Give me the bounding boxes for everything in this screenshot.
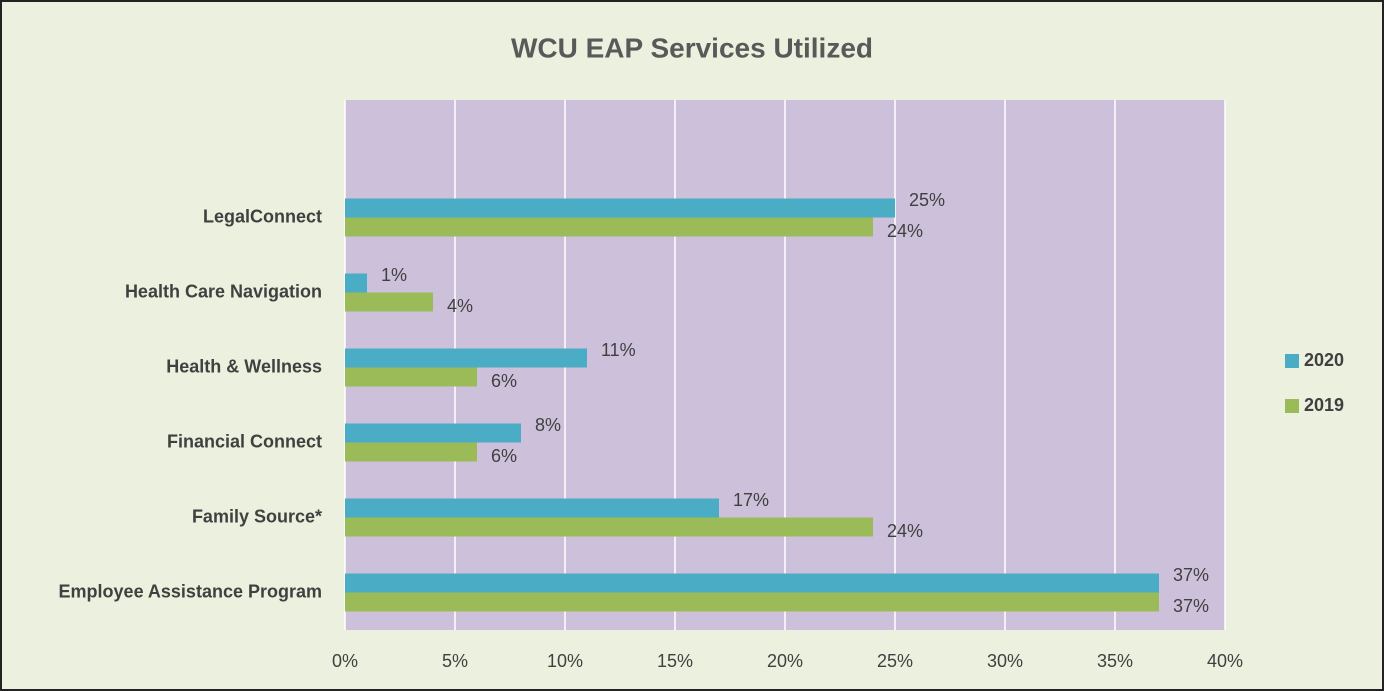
legend-label: 2020 xyxy=(1304,350,1344,370)
bar xyxy=(345,423,521,443)
data-label: 11% xyxy=(601,340,636,360)
bar xyxy=(345,592,1159,612)
x-tick-label: 5% xyxy=(442,651,468,671)
x-tick-label: 40% xyxy=(1207,651,1243,671)
data-label: 25% xyxy=(909,190,945,210)
data-label: 24% xyxy=(887,221,923,241)
chart-title: WCU EAP Services Utilized xyxy=(511,32,873,63)
bar xyxy=(345,498,719,518)
legend-swatch xyxy=(1285,354,1299,368)
data-label: 24% xyxy=(887,521,923,541)
bar xyxy=(345,517,873,537)
x-tick-label: 30% xyxy=(987,651,1023,671)
data-label: 1% xyxy=(381,265,407,285)
bar xyxy=(345,348,587,368)
x-tick-label: 10% xyxy=(547,651,583,671)
data-label: 37% xyxy=(1173,565,1209,585)
bar xyxy=(345,442,477,462)
x-tick-label: 20% xyxy=(767,651,803,671)
y-tick-label: Family Source* xyxy=(192,506,322,526)
y-tick-label: Health & Wellness xyxy=(166,356,322,376)
data-label: 6% xyxy=(491,446,517,466)
data-label: 37% xyxy=(1173,596,1209,616)
y-tick-label: Employee Assistance Program xyxy=(59,581,322,601)
legend-label: 2019 xyxy=(1304,395,1344,415)
bar xyxy=(345,573,1159,593)
x-tick-label: 35% xyxy=(1097,651,1133,671)
bar xyxy=(345,217,873,237)
data-label: 4% xyxy=(447,296,473,316)
x-tick-label: 0% xyxy=(332,651,358,671)
data-label: 8% xyxy=(535,415,561,435)
data-label: 17% xyxy=(733,490,769,510)
bar xyxy=(345,273,367,293)
y-tick-label: LegalConnect xyxy=(203,206,322,226)
y-tick-label: Financial Connect xyxy=(167,431,322,451)
y-tick-label: Health Care Navigation xyxy=(125,281,322,301)
data-label: 6% xyxy=(491,371,517,391)
x-tick-label: 15% xyxy=(657,651,693,671)
bar xyxy=(345,292,433,312)
bar xyxy=(345,367,477,387)
bar xyxy=(345,198,895,218)
legend-swatch xyxy=(1285,399,1299,413)
x-tick-label: 25% xyxy=(877,651,913,671)
